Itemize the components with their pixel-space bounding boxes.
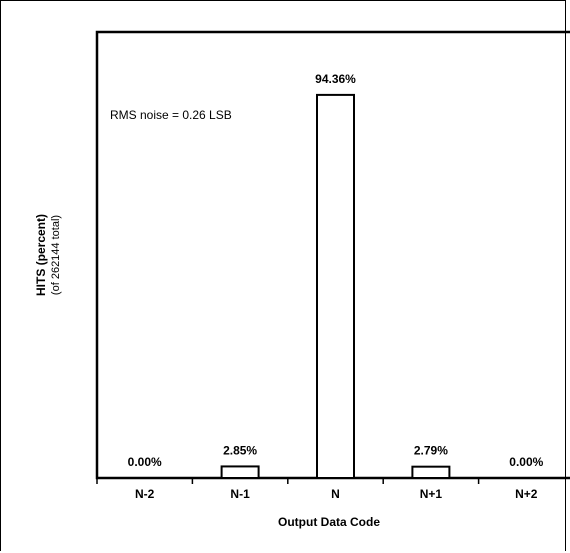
y-axis-label: HITS (percent): [34, 214, 48, 296]
x-axis-ticks: [96, 478, 480, 484]
value-label: 2.85%: [223, 443, 257, 457]
value-label: 2.79%: [414, 444, 448, 458]
category-label: N-2: [135, 487, 155, 501]
category-labels-group: N-2 N-1 N N+1 N+2: [135, 487, 538, 501]
bar-nminus1: [220, 465, 260, 479]
category-label: N-1: [230, 487, 250, 501]
x-axis-label: Output Data Code: [278, 515, 380, 529]
category-label: N+1: [420, 487, 443, 501]
bar-n: [316, 93, 355, 479]
y-axis-sublabel: (of 262144 total): [50, 215, 62, 295]
category-label: N+2: [515, 487, 538, 501]
annotation-text: RMS noise = 0.26 LSB: [110, 108, 232, 122]
value-label: 94.36%: [315, 72, 356, 86]
category-label: N: [331, 487, 340, 501]
bar-nplus1: [411, 465, 451, 480]
value-label: 0.00%: [509, 455, 543, 469]
value-labels-group: 0.00% 2.85% 94.36% 2.79% 0.00%: [128, 72, 544, 469]
bars-group: [220, 93, 451, 480]
value-label: 0.00%: [128, 455, 162, 469]
